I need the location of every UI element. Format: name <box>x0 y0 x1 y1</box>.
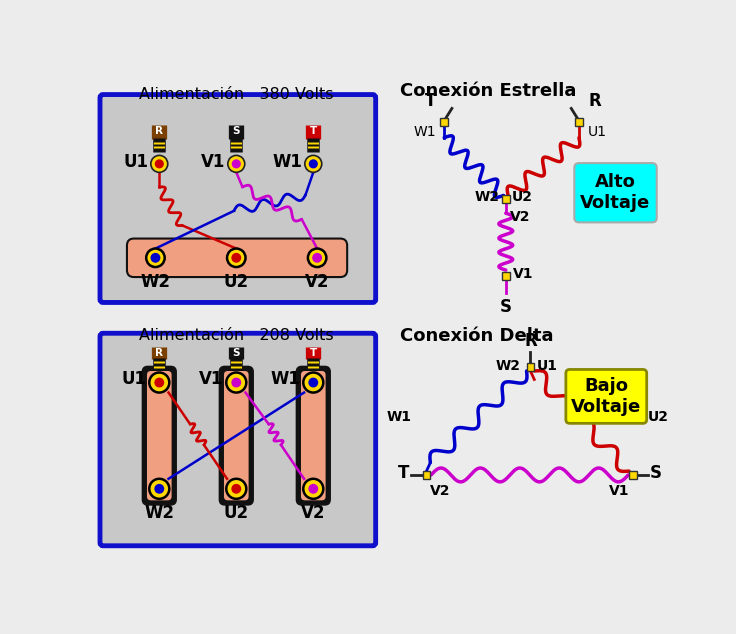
Text: W1: W1 <box>270 370 300 387</box>
Text: U2: U2 <box>512 190 533 204</box>
Bar <box>629 471 637 479</box>
Text: Alimentación   380 Volts: Alimentación 380 Volts <box>139 87 333 102</box>
Bar <box>502 273 509 280</box>
Circle shape <box>308 249 326 267</box>
FancyBboxPatch shape <box>566 370 647 424</box>
Text: V1: V1 <box>513 267 533 281</box>
Text: V1: V1 <box>609 484 629 498</box>
FancyBboxPatch shape <box>127 238 347 277</box>
Text: S: S <box>500 298 512 316</box>
Circle shape <box>232 378 241 387</box>
Text: R: R <box>588 92 601 110</box>
Circle shape <box>155 484 163 493</box>
Circle shape <box>155 160 163 168</box>
Text: S: S <box>233 347 240 358</box>
Circle shape <box>309 484 317 493</box>
FancyBboxPatch shape <box>142 366 176 505</box>
Text: S: S <box>233 126 240 136</box>
Text: T: T <box>310 347 317 358</box>
Text: Alto
Voltaje: Alto Voltaje <box>580 173 650 212</box>
Text: U2: U2 <box>224 273 249 291</box>
Circle shape <box>232 254 241 262</box>
Text: T: T <box>310 126 317 136</box>
Circle shape <box>305 155 322 172</box>
Circle shape <box>151 254 160 262</box>
Circle shape <box>227 249 246 267</box>
Circle shape <box>309 378 317 387</box>
Circle shape <box>155 378 163 387</box>
Circle shape <box>303 373 323 392</box>
Bar <box>440 119 448 126</box>
Text: V2: V2 <box>431 484 451 498</box>
Circle shape <box>233 160 240 168</box>
Circle shape <box>309 160 317 168</box>
FancyBboxPatch shape <box>301 371 325 500</box>
FancyBboxPatch shape <box>100 94 375 302</box>
Text: R: R <box>524 332 537 350</box>
Bar <box>526 363 534 371</box>
Text: U2: U2 <box>648 410 669 424</box>
Text: S: S <box>650 464 662 482</box>
Circle shape <box>149 373 169 392</box>
Text: U1: U1 <box>124 153 149 171</box>
Circle shape <box>313 254 322 262</box>
FancyBboxPatch shape <box>224 371 249 500</box>
Text: U1: U1 <box>537 359 558 373</box>
Text: W1: W1 <box>414 125 436 139</box>
Text: W1: W1 <box>386 410 411 424</box>
Circle shape <box>232 484 241 493</box>
Text: U1: U1 <box>588 125 607 139</box>
Bar <box>502 195 509 203</box>
Text: R: R <box>155 126 163 136</box>
Circle shape <box>303 479 323 499</box>
FancyBboxPatch shape <box>147 371 171 500</box>
Text: W2: W2 <box>475 190 500 204</box>
Text: W2: W2 <box>495 359 520 373</box>
Circle shape <box>228 155 245 172</box>
FancyBboxPatch shape <box>219 366 253 505</box>
Text: U2: U2 <box>224 504 249 522</box>
Text: T: T <box>398 464 409 482</box>
Text: R: R <box>155 347 163 358</box>
Text: T: T <box>425 92 436 110</box>
Text: V1: V1 <box>201 153 225 171</box>
FancyBboxPatch shape <box>297 366 330 505</box>
Text: W1: W1 <box>272 153 302 171</box>
Text: V2: V2 <box>301 504 325 522</box>
Bar <box>575 119 583 126</box>
Text: U1: U1 <box>121 370 146 387</box>
Circle shape <box>226 479 247 499</box>
Text: Conexión Delta: Conexión Delta <box>400 327 553 345</box>
Circle shape <box>146 249 165 267</box>
Text: V2: V2 <box>509 210 530 224</box>
Text: Alimentación   208 Volts: Alimentación 208 Volts <box>139 328 333 343</box>
Bar <box>422 471 431 479</box>
Text: W2: W2 <box>144 504 174 522</box>
FancyBboxPatch shape <box>574 163 657 223</box>
Circle shape <box>226 373 247 392</box>
Text: V2: V2 <box>305 273 330 291</box>
Text: Conexión Estrella: Conexión Estrella <box>400 82 577 100</box>
Text: V1: V1 <box>199 370 223 387</box>
Circle shape <box>149 479 169 499</box>
Text: W2: W2 <box>141 273 171 291</box>
FancyBboxPatch shape <box>100 333 375 546</box>
Text: Bajo
Voltaje: Bajo Voltaje <box>570 377 641 416</box>
Circle shape <box>151 155 168 172</box>
